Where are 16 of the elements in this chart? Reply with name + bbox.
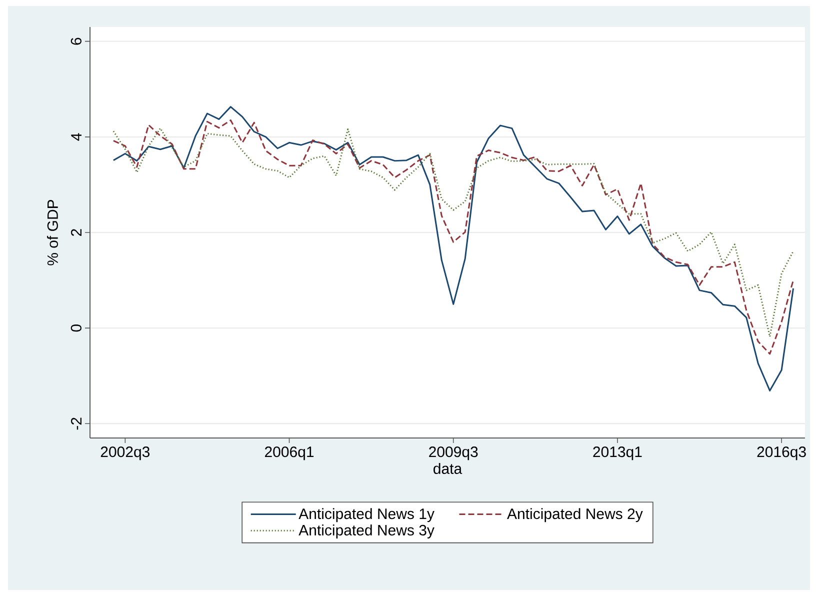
y-axis-title: % of GDP [46, 200, 58, 266]
x-tick-label: 2006q1 [264, 446, 314, 460]
legend-label: Anticipated News 2y [507, 508, 643, 522]
y-tick-label: 2 [71, 229, 82, 236]
y-tick-label: 4 [71, 133, 82, 141]
y-tick-label: 6 [70, 38, 82, 45]
y-tick-label: -2 [71, 418, 82, 430]
legend-label: Anticipated News 3y [298, 524, 434, 538]
x-tick-label: 2016q3 [757, 446, 806, 460]
x-tick-label: 2009q3 [429, 446, 478, 460]
y-tick-label: 0 [70, 324, 82, 332]
x-tick-label: 2013q1 [593, 446, 642, 460]
legend-label: Anticipated News 1y [298, 508, 434, 522]
x-axis-title: data [434, 462, 462, 474]
line-series [112, 106, 794, 392]
x-tick-label: 2002q3 [100, 446, 150, 460]
